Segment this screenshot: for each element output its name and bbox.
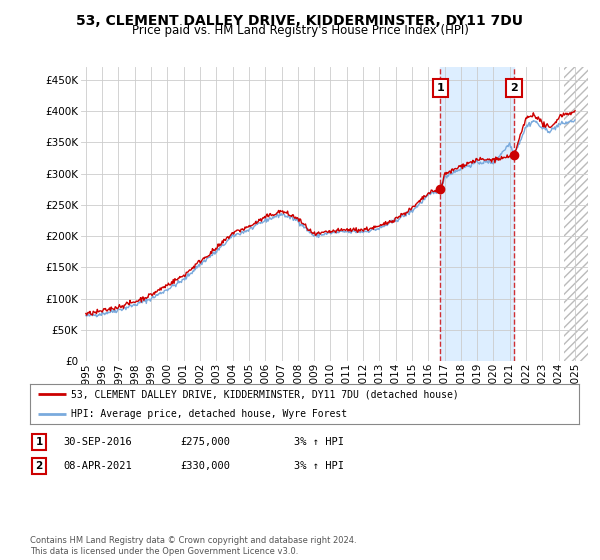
Text: 3% ↑ HPI: 3% ↑ HPI	[294, 437, 344, 447]
Bar	[440, 67, 514, 361]
Text: £275,000: £275,000	[180, 437, 230, 447]
Bar	[563, 67, 588, 361]
Text: Price paid vs. HM Land Registry's House Price Index (HPI): Price paid vs. HM Land Registry's House …	[131, 24, 469, 37]
Text: 53, CLEMENT DALLEY DRIVE, KIDDERMINSTER, DY11 7DU: 53, CLEMENT DALLEY DRIVE, KIDDERMINSTER,…	[77, 14, 523, 28]
Text: HPI: Average price, detached house, Wyre Forest: HPI: Average price, detached house, Wyre…	[71, 409, 347, 419]
Text: Contains HM Land Registry data © Crown copyright and database right 2024.
This d: Contains HM Land Registry data © Crown c…	[30, 536, 356, 556]
Text: 30-SEP-2016: 30-SEP-2016	[63, 437, 132, 447]
Text: 1: 1	[437, 83, 445, 93]
Text: 3% ↑ HPI: 3% ↑ HPI	[294, 461, 344, 471]
Text: 08-APR-2021: 08-APR-2021	[63, 461, 132, 471]
Text: 1: 1	[35, 437, 43, 447]
Bar	[563, 67, 588, 361]
Text: 53, CLEMENT DALLEY DRIVE, KIDDERMINSTER, DY11 7DU (detached house): 53, CLEMENT DALLEY DRIVE, KIDDERMINSTER,…	[71, 390, 459, 399]
Text: £330,000: £330,000	[180, 461, 230, 471]
Text: 2: 2	[35, 461, 43, 471]
Text: 2: 2	[510, 83, 518, 93]
